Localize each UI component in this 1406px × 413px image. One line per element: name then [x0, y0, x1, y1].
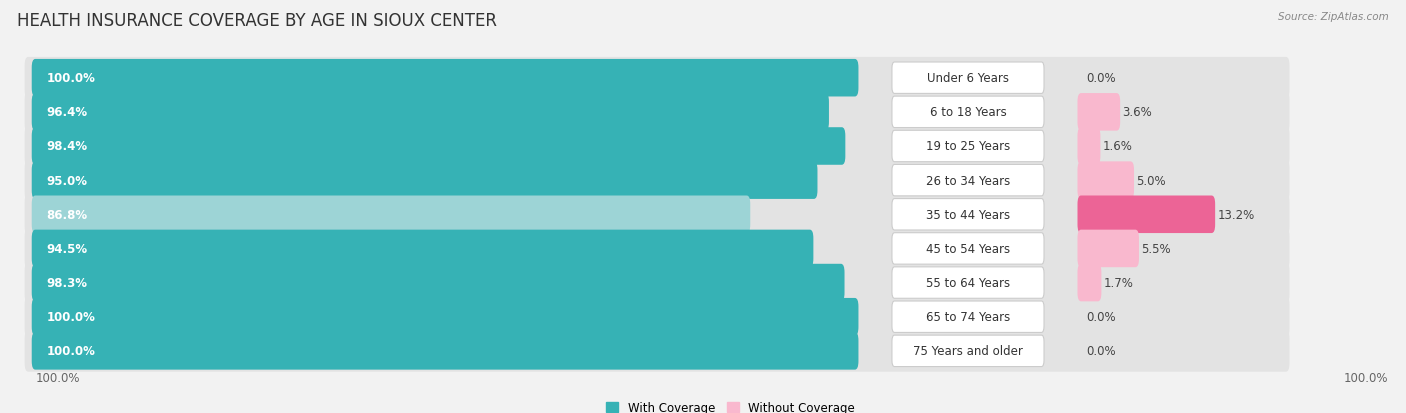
FancyBboxPatch shape	[25, 194, 1289, 235]
Text: 100.0%: 100.0%	[46, 344, 96, 358]
FancyBboxPatch shape	[891, 97, 1045, 128]
FancyBboxPatch shape	[1077, 264, 1101, 301]
FancyBboxPatch shape	[891, 199, 1045, 230]
FancyBboxPatch shape	[891, 267, 1045, 299]
Text: HEALTH INSURANCE COVERAGE BY AGE IN SIOUX CENTER: HEALTH INSURANCE COVERAGE BY AGE IN SIOU…	[17, 12, 496, 30]
Text: 1.7%: 1.7%	[1104, 276, 1133, 290]
FancyBboxPatch shape	[32, 298, 859, 336]
FancyBboxPatch shape	[25, 330, 1289, 372]
Text: Source: ZipAtlas.com: Source: ZipAtlas.com	[1278, 12, 1389, 22]
FancyBboxPatch shape	[25, 58, 1289, 99]
Text: 94.5%: 94.5%	[46, 242, 87, 255]
Text: 95.0%: 95.0%	[46, 174, 87, 187]
Legend: With Coverage, Without Coverage: With Coverage, Without Coverage	[606, 401, 855, 413]
FancyBboxPatch shape	[32, 332, 859, 370]
Text: 3.6%: 3.6%	[1122, 106, 1152, 119]
Text: 6 to 18 Years: 6 to 18 Years	[929, 106, 1007, 119]
Text: 100.0%: 100.0%	[46, 311, 96, 323]
FancyBboxPatch shape	[1077, 128, 1101, 165]
Text: 0.0%: 0.0%	[1087, 311, 1116, 323]
Text: 96.4%: 96.4%	[46, 106, 87, 119]
FancyBboxPatch shape	[32, 162, 817, 199]
Text: 55 to 64 Years: 55 to 64 Years	[927, 276, 1010, 290]
FancyBboxPatch shape	[1077, 196, 1215, 233]
Text: Under 6 Years: Under 6 Years	[927, 72, 1010, 85]
FancyBboxPatch shape	[891, 233, 1045, 264]
Text: 0.0%: 0.0%	[1087, 72, 1116, 85]
Text: 5.0%: 5.0%	[1136, 174, 1166, 187]
Text: 19 to 25 Years: 19 to 25 Years	[927, 140, 1010, 153]
Text: 98.4%: 98.4%	[46, 140, 87, 153]
FancyBboxPatch shape	[32, 94, 830, 131]
FancyBboxPatch shape	[32, 230, 814, 268]
FancyBboxPatch shape	[32, 196, 751, 233]
FancyBboxPatch shape	[32, 60, 859, 97]
FancyBboxPatch shape	[891, 301, 1045, 332]
FancyBboxPatch shape	[1077, 94, 1121, 131]
Text: 65 to 74 Years: 65 to 74 Years	[927, 311, 1010, 323]
Text: 35 to 44 Years: 35 to 44 Years	[927, 208, 1010, 221]
FancyBboxPatch shape	[25, 160, 1289, 202]
FancyBboxPatch shape	[32, 264, 845, 301]
Text: 100.0%: 100.0%	[35, 371, 80, 384]
Text: 13.2%: 13.2%	[1218, 208, 1254, 221]
Text: 1.6%: 1.6%	[1102, 140, 1132, 153]
FancyBboxPatch shape	[891, 63, 1045, 94]
FancyBboxPatch shape	[891, 335, 1045, 367]
FancyBboxPatch shape	[891, 131, 1045, 162]
FancyBboxPatch shape	[25, 296, 1289, 338]
FancyBboxPatch shape	[25, 262, 1289, 304]
Text: 5.5%: 5.5%	[1142, 242, 1171, 255]
Text: 26 to 34 Years: 26 to 34 Years	[927, 174, 1010, 187]
FancyBboxPatch shape	[1077, 230, 1139, 268]
Text: 45 to 54 Years: 45 to 54 Years	[927, 242, 1010, 255]
FancyBboxPatch shape	[1077, 162, 1135, 199]
FancyBboxPatch shape	[32, 128, 845, 165]
FancyBboxPatch shape	[25, 126, 1289, 167]
Text: 75 Years and older: 75 Years and older	[912, 344, 1024, 358]
Text: 0.0%: 0.0%	[1087, 344, 1116, 358]
Text: 100.0%: 100.0%	[46, 72, 96, 85]
Text: 98.3%: 98.3%	[46, 276, 87, 290]
Text: 100.0%: 100.0%	[1343, 371, 1388, 384]
Text: 86.8%: 86.8%	[46, 208, 87, 221]
FancyBboxPatch shape	[25, 92, 1289, 133]
FancyBboxPatch shape	[25, 228, 1289, 270]
FancyBboxPatch shape	[891, 165, 1045, 196]
